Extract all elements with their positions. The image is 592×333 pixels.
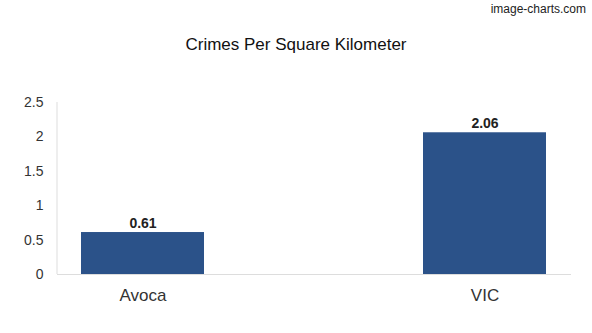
html-text:Crimes Per Square Kilometer: Crimes Per Square Kilometer [185, 35, 407, 54]
svg-text:1.5: 1.5 [24, 163, 44, 179]
svg-text:2: 2 [36, 128, 44, 144]
svg-text:0.61: 0.61 [129, 215, 156, 231]
svg-text:VIC: VIC [471, 286, 499, 305]
html-text:image-charts.com: image-charts.com [490, 2, 586, 16]
svg-text:0: 0 [36, 266, 44, 282]
svg-text:Avoca: Avoca [120, 286, 167, 305]
svg-text:1: 1 [36, 197, 44, 213]
svg-text:0.5: 0.5 [24, 232, 44, 248]
svg-text:2.5: 2.5 [24, 94, 44, 110]
svg-text:2.06: 2.06 [471, 115, 498, 131]
